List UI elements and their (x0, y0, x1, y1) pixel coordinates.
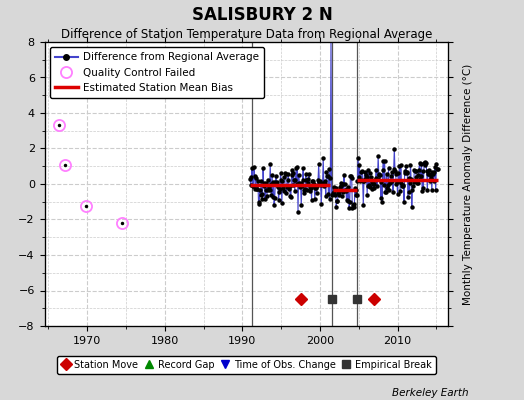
Y-axis label: Monthly Temperature Anomaly Difference (°C): Monthly Temperature Anomaly Difference (… (463, 63, 473, 305)
Text: Berkeley Earth: Berkeley Earth (392, 388, 469, 398)
Title: Difference of Station Temperature Data from Regional Average: Difference of Station Temperature Data f… (61, 28, 432, 41)
Legend: Station Move, Record Gap, Time of Obs. Change, Empirical Break: Station Move, Record Gap, Time of Obs. C… (57, 356, 436, 374)
Text: SALISBURY 2 N: SALISBURY 2 N (192, 6, 332, 24)
